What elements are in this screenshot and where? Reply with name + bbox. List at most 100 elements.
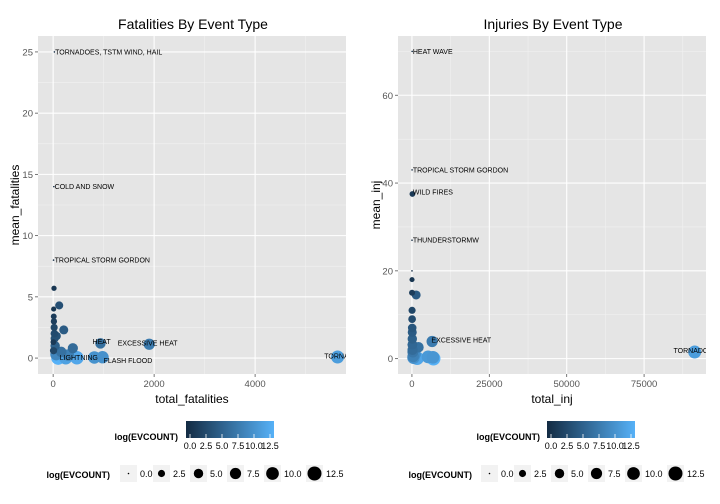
point-label: WILD FIRES xyxy=(413,189,453,196)
size-legend-label: 7.5 xyxy=(247,469,260,479)
point-label: HEAT xyxy=(93,339,112,346)
x-axis-title: total_fatalities xyxy=(155,392,228,406)
point-label: EXCESSIVE HEAT xyxy=(431,338,492,345)
fatalities-chart: Fatalities By Event Type TORNADO EXCESSIV… xyxy=(8,16,359,406)
size-legend-label: 7.5 xyxy=(608,469,621,479)
point-label: TROPICAL STORM GORDON xyxy=(55,258,150,265)
y-tick-label: 20 xyxy=(22,109,33,120)
data-point xyxy=(50,313,57,320)
color-legend: log(EVCOUNT) 0.0 2.5 5.0 7.5 10.012.5 xyxy=(477,421,640,451)
injuries-chart: Injuries By Event Type TORNADO EXCESSIVE … xyxy=(369,16,708,406)
colorbar-label: 0.0 xyxy=(545,441,558,451)
legend-size-dot xyxy=(127,472,130,475)
data-point xyxy=(411,50,413,53)
data-point xyxy=(409,191,416,197)
data-point xyxy=(49,347,58,355)
data-point xyxy=(407,323,417,333)
colorbar-label: 5.0 xyxy=(577,441,590,451)
point-label: TORNADO xyxy=(673,348,708,355)
x-tick-label: 2000 xyxy=(144,379,165,390)
point-label: FLASH FLOOD xyxy=(104,358,153,365)
data-point xyxy=(408,315,416,323)
legend-title: log(EVCOUNT) xyxy=(47,470,111,480)
legend-size-dot xyxy=(627,467,640,480)
y-tick-label: 40 xyxy=(382,179,393,190)
legend-size-dot xyxy=(229,467,242,480)
y-tick-label: 0 xyxy=(388,354,393,365)
colorbar xyxy=(547,421,635,438)
colorbar-label: 7.5 xyxy=(593,441,606,451)
point-label: COLD AND SNOW xyxy=(55,184,115,191)
legend-size-dot xyxy=(307,466,322,481)
data-point xyxy=(55,301,64,310)
y-tick-label: 25 xyxy=(22,47,33,58)
data-point xyxy=(331,350,345,364)
size-legend-label: 0.0 xyxy=(140,469,153,479)
point-label: TORNADO xyxy=(324,354,359,361)
data-point xyxy=(409,277,415,283)
legend-title: log(EVCOUNT) xyxy=(477,432,541,442)
data-point xyxy=(67,343,78,354)
chart-title: Injuries By Event Type xyxy=(483,16,622,32)
data-point xyxy=(51,306,57,312)
colorbar-label: 5.0 xyxy=(216,441,229,451)
point-label: LIGHTNING xyxy=(60,355,98,362)
x-tick-label: 25000 xyxy=(476,379,502,390)
data-point xyxy=(411,239,413,241)
x-tick-label: 50000 xyxy=(553,379,579,390)
size-legend-label: 2.5 xyxy=(173,469,186,479)
colorbar-label: 2.5 xyxy=(200,441,213,451)
size-legend-label: 5.0 xyxy=(571,469,584,479)
size-legend-label: 10.0 xyxy=(645,469,663,479)
colorbar-label: 12.5 xyxy=(261,441,279,451)
point-label: TROPICAL STORM GORDON xyxy=(413,167,508,174)
data-point xyxy=(409,289,416,296)
legend-size-dot xyxy=(590,467,603,480)
data-point xyxy=(408,306,416,314)
colorbar-label: 12.5 xyxy=(622,441,640,451)
data-point xyxy=(426,335,438,348)
point-label: HEAT WAVE xyxy=(413,49,453,56)
data-point xyxy=(50,318,58,325)
y-tick-label: 0 xyxy=(28,354,33,365)
y-axis-title: mean_inj xyxy=(369,181,383,230)
x-tick-label: 75000 xyxy=(631,379,657,390)
y-tick-label: 20 xyxy=(382,266,393,277)
data-point xyxy=(50,339,57,346)
legend-size-dot xyxy=(193,468,204,479)
x-tick-label: 4000 xyxy=(245,379,266,390)
size-legend: log(EVCOUNT) 0.0 2.5 5.0 7.5 10.0 12.5 xyxy=(47,465,344,482)
data-point xyxy=(51,285,57,291)
data-point xyxy=(95,338,106,349)
data-point xyxy=(59,325,69,335)
data-point xyxy=(53,185,55,188)
y-tick-label: 5 xyxy=(28,292,33,303)
data-point xyxy=(53,51,56,53)
colorbar-label: 10.0 xyxy=(606,441,624,451)
legend-title: log(EVCOUNT) xyxy=(115,432,179,442)
size-legend-label: 2.5 xyxy=(534,469,547,479)
color-legend: log(EVCOUNT) 0.0 2.5 5.0 7.5 10.012.5 xyxy=(115,421,279,451)
chart-title: Fatalities By Event Type xyxy=(118,16,268,32)
size-legend-label: 12.5 xyxy=(326,469,344,479)
point-label: THUNDERSTORMW xyxy=(413,238,479,245)
data-point xyxy=(50,329,59,338)
data-point xyxy=(96,351,109,364)
colorbar xyxy=(186,421,274,438)
colorbar-label: 10.0 xyxy=(245,441,263,451)
x-tick-label: 0 xyxy=(50,379,55,390)
data-point xyxy=(411,169,413,171)
colorbar-label: 7.5 xyxy=(232,441,245,451)
size-legend-label: 0.0 xyxy=(501,469,514,479)
size-legend-label: 10.0 xyxy=(284,469,302,479)
data-point xyxy=(50,323,58,332)
colorbar-label: 2.5 xyxy=(561,441,574,451)
data-point xyxy=(55,346,67,358)
y-tick-label: 60 xyxy=(382,91,393,102)
data-point xyxy=(411,270,413,272)
data-point xyxy=(688,345,702,359)
data-point xyxy=(143,338,155,350)
point-label: TORNADOES, TSTM WIND, HAIL xyxy=(55,49,162,56)
data-point xyxy=(52,259,55,261)
